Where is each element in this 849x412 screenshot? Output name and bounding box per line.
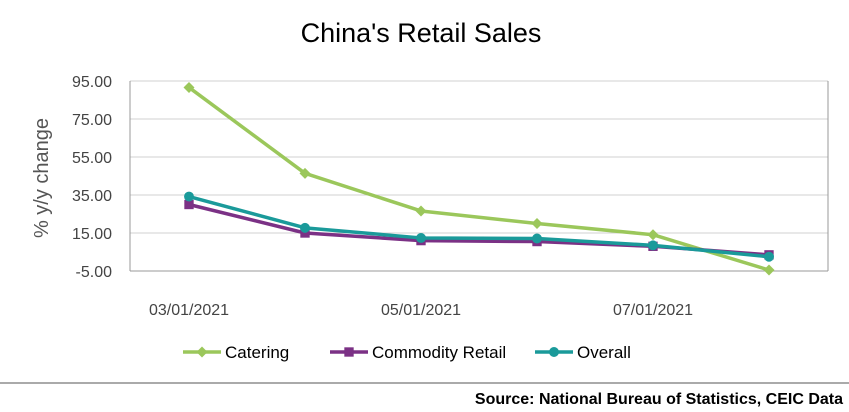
series-commodity-retail bbox=[184, 199, 774, 260]
x-tick-label: 05/01/2021 bbox=[381, 302, 461, 319]
y-tick-label: -5.00 bbox=[76, 264, 113, 281]
legend-marker bbox=[549, 347, 559, 357]
source-note: Source: National Bureau of Statistics, C… bbox=[475, 391, 843, 408]
legend-label: Overall bbox=[577, 343, 631, 362]
data-point-overall bbox=[300, 222, 310, 233]
y-axis-label: % y/y change bbox=[31, 118, 53, 238]
data-point-commodity-retail bbox=[300, 228, 310, 238]
chart-title: China's Retail Sales bbox=[301, 18, 542, 48]
data-point-overall bbox=[532, 233, 542, 244]
legend-marker bbox=[196, 346, 208, 358]
legend-marker bbox=[344, 347, 354, 357]
data-point-overall bbox=[648, 240, 658, 251]
legend-label: Commodity Retail bbox=[372, 343, 506, 362]
legend: Catering Commodity Retail Overall bbox=[183, 343, 631, 362]
y-tick-label: 75.00 bbox=[72, 112, 112, 129]
legend-item-catering: Catering bbox=[183, 343, 289, 362]
data-point-catering bbox=[299, 167, 311, 179]
x-tick-label: 03/01/2021 bbox=[149, 302, 229, 319]
data-point-overall bbox=[764, 251, 774, 262]
x-tick-labels: 03/01/2021 05/01/2021 07/01/2021 bbox=[149, 302, 693, 319]
data-point-commodity-retail bbox=[184, 199, 194, 210]
x-tick-label: 07/01/2021 bbox=[613, 302, 693, 319]
series-layer bbox=[183, 81, 775, 276]
data-point-overall bbox=[184, 191, 194, 202]
series-overall bbox=[184, 191, 774, 262]
series-line-catering bbox=[187, 86, 770, 272]
y-tick-labels: 95.00 75.00 55.00 35.00 15.00 -5.00 bbox=[72, 74, 112, 281]
axes bbox=[129, 81, 829, 272]
y-tick-label: 95.00 bbox=[72, 74, 112, 91]
series-line-overall bbox=[188, 194, 770, 259]
data-point-catering bbox=[647, 229, 659, 241]
data-point-catering bbox=[183, 81, 195, 93]
y-tick-label: 15.00 bbox=[72, 226, 112, 243]
data-point-catering bbox=[763, 264, 775, 276]
data-point-overall bbox=[416, 232, 426, 243]
legend-item-commodity-retail: Commodity Retail bbox=[330, 343, 506, 362]
data-point-catering bbox=[531, 218, 543, 229]
series-catering bbox=[183, 81, 775, 276]
y-tick-label: 55.00 bbox=[72, 150, 112, 167]
data-point-catering bbox=[415, 205, 427, 217]
legend-item-overall: Overall bbox=[535, 343, 631, 362]
y-tick-label: 35.00 bbox=[72, 188, 112, 205]
legend-label: Catering bbox=[225, 343, 289, 362]
